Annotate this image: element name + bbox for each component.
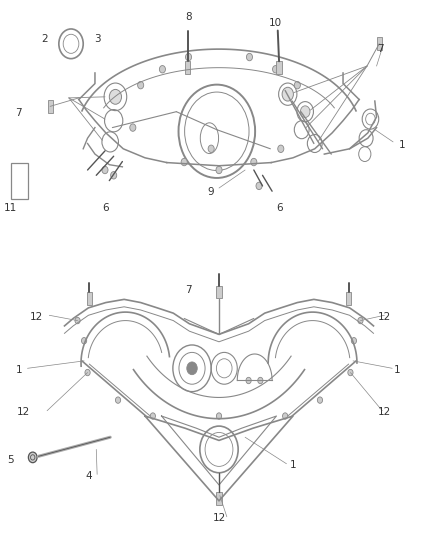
- Circle shape: [130, 124, 136, 131]
- Text: 6: 6: [277, 203, 283, 213]
- Text: 5: 5: [7, 455, 14, 465]
- Circle shape: [246, 377, 251, 384]
- Circle shape: [282, 87, 293, 101]
- Circle shape: [300, 106, 310, 117]
- Circle shape: [75, 317, 80, 324]
- Circle shape: [294, 82, 300, 89]
- Text: 9: 9: [207, 187, 214, 197]
- Bar: [11, 163, 28, 199]
- Circle shape: [256, 182, 262, 190]
- Circle shape: [116, 397, 120, 403]
- Bar: [346, 292, 351, 305]
- Circle shape: [110, 90, 121, 104]
- Bar: [216, 286, 222, 298]
- Circle shape: [187, 362, 197, 375]
- Circle shape: [159, 66, 166, 73]
- Circle shape: [258, 377, 263, 384]
- Bar: [377, 37, 382, 50]
- Circle shape: [216, 413, 222, 419]
- Circle shape: [185, 53, 191, 61]
- Circle shape: [348, 369, 353, 376]
- Circle shape: [208, 145, 214, 152]
- Circle shape: [216, 166, 222, 174]
- Circle shape: [111, 172, 117, 179]
- Bar: [216, 492, 222, 505]
- Text: 11: 11: [4, 203, 17, 213]
- Circle shape: [28, 452, 37, 463]
- Text: 8: 8: [185, 12, 192, 22]
- Text: 7: 7: [377, 44, 383, 54]
- Circle shape: [102, 166, 108, 174]
- Text: 3: 3: [94, 34, 100, 44]
- Text: 4: 4: [85, 471, 92, 481]
- Circle shape: [272, 66, 279, 73]
- Bar: [276, 61, 282, 74]
- Text: 1: 1: [15, 365, 22, 375]
- Bar: [47, 100, 53, 113]
- Text: 12: 12: [378, 312, 391, 322]
- Circle shape: [150, 413, 155, 419]
- Circle shape: [358, 317, 363, 324]
- Circle shape: [247, 53, 253, 61]
- Circle shape: [138, 82, 144, 89]
- Circle shape: [81, 337, 87, 344]
- Text: 12: 12: [17, 407, 30, 417]
- Text: 7: 7: [15, 108, 22, 118]
- Text: 10: 10: [269, 18, 282, 28]
- Circle shape: [351, 337, 357, 344]
- Text: 12: 12: [30, 312, 43, 322]
- Bar: [87, 292, 92, 305]
- Text: 6: 6: [102, 203, 109, 213]
- Text: 1: 1: [290, 461, 296, 470]
- Circle shape: [181, 158, 187, 166]
- Circle shape: [318, 397, 322, 403]
- Text: 1: 1: [394, 365, 401, 375]
- Text: 12: 12: [378, 407, 391, 417]
- Text: 7: 7: [185, 285, 192, 295]
- Text: 1: 1: [399, 140, 405, 150]
- Bar: [185, 61, 190, 74]
- Circle shape: [251, 158, 257, 166]
- Circle shape: [283, 413, 288, 419]
- Text: 12: 12: [212, 513, 226, 523]
- Circle shape: [85, 369, 90, 376]
- Circle shape: [278, 145, 284, 152]
- Text: 2: 2: [42, 34, 48, 44]
